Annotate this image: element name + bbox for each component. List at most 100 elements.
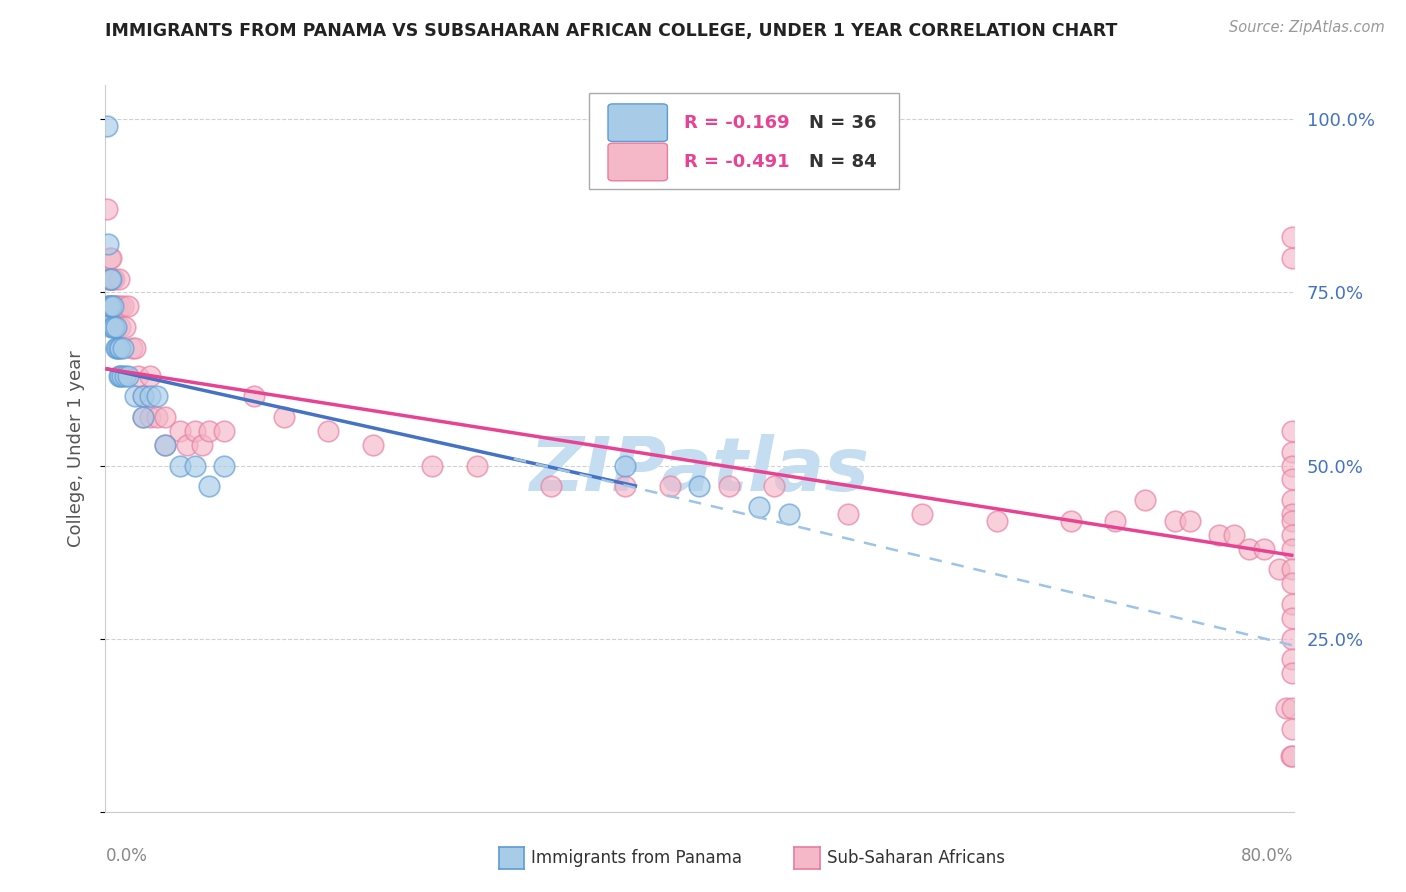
Point [139,410,162,425]
Point [1267,562,1289,576]
Point [103,299,125,313]
Text: 0.0%: 0.0% [105,847,148,864]
Point [153,410,176,425]
Point [1281,541,1303,556]
Point [1281,666,1303,681]
FancyBboxPatch shape [607,103,668,142]
Point [101,299,124,313]
Point [1281,701,1303,715]
Text: Source: ZipAtlas.com: Source: ZipAtlas.com [1229,20,1385,35]
Point [718,479,741,493]
Point [146,389,169,403]
Point [1279,749,1302,764]
Point [198,479,221,493]
Point [1281,611,1303,625]
Point [658,479,681,493]
Point [96,120,118,134]
Point [361,438,384,452]
Point [1281,562,1303,576]
Point [1281,424,1303,438]
Point [1281,632,1303,646]
Y-axis label: College, Under 1 year: College, Under 1 year [66,350,84,547]
Point [1281,230,1303,244]
Point [146,410,169,425]
Point [104,320,127,334]
Point [100,299,122,313]
Text: R = -0.169: R = -0.169 [685,113,790,132]
Point [124,389,146,403]
Point [1281,749,1303,764]
Point [153,438,176,452]
Point [214,458,236,473]
Point [1281,528,1303,542]
Point [100,271,122,285]
Point [169,458,191,473]
Point [191,438,214,452]
Point [108,368,131,383]
Point [762,479,785,493]
Point [198,424,221,438]
Point [316,424,339,438]
Point [103,320,125,334]
Point [127,368,149,383]
Point [1281,597,1303,611]
Point [131,410,153,425]
Point [1178,514,1201,528]
Point [108,271,131,285]
Point [614,479,637,493]
Point [101,320,124,334]
Point [1281,458,1303,473]
Point [1281,472,1303,486]
Point [114,368,136,383]
Point [104,299,127,313]
Point [117,299,139,313]
Point [986,514,1008,528]
Text: Sub-Saharan Africans: Sub-Saharan Africans [827,849,1005,867]
Point [112,341,135,355]
Point [169,424,191,438]
Point [98,299,121,313]
Point [100,271,122,285]
Point [98,251,121,265]
Point [104,320,127,334]
Point [1281,576,1303,591]
Point [614,458,637,473]
Point [153,438,176,452]
FancyBboxPatch shape [589,94,898,189]
Point [117,368,139,383]
Point [97,299,120,313]
Point [98,271,121,285]
Point [112,299,135,313]
Point [1253,541,1275,556]
FancyBboxPatch shape [607,144,668,181]
Point [124,341,146,355]
Text: N = 36: N = 36 [808,113,876,132]
Point [1223,528,1246,542]
Point [1281,444,1303,458]
Point [243,389,266,403]
Point [1281,514,1303,528]
Point [1281,507,1303,521]
Text: Immigrants from Panama: Immigrants from Panama [531,849,742,867]
Point [98,299,121,313]
Point [101,271,124,285]
Point [104,341,127,355]
Point [96,202,118,217]
Point [139,368,162,383]
Point [183,458,205,473]
Point [465,458,488,473]
Point [100,251,122,265]
Point [1281,251,1303,265]
Point [110,299,132,313]
Point [105,299,128,313]
Point [273,410,295,425]
Point [97,237,120,252]
Point [1060,514,1083,528]
Point [101,299,124,313]
Point [110,368,132,383]
Point [1104,514,1126,528]
Point [183,424,205,438]
Point [97,271,120,285]
Point [114,320,136,334]
Point [176,438,198,452]
